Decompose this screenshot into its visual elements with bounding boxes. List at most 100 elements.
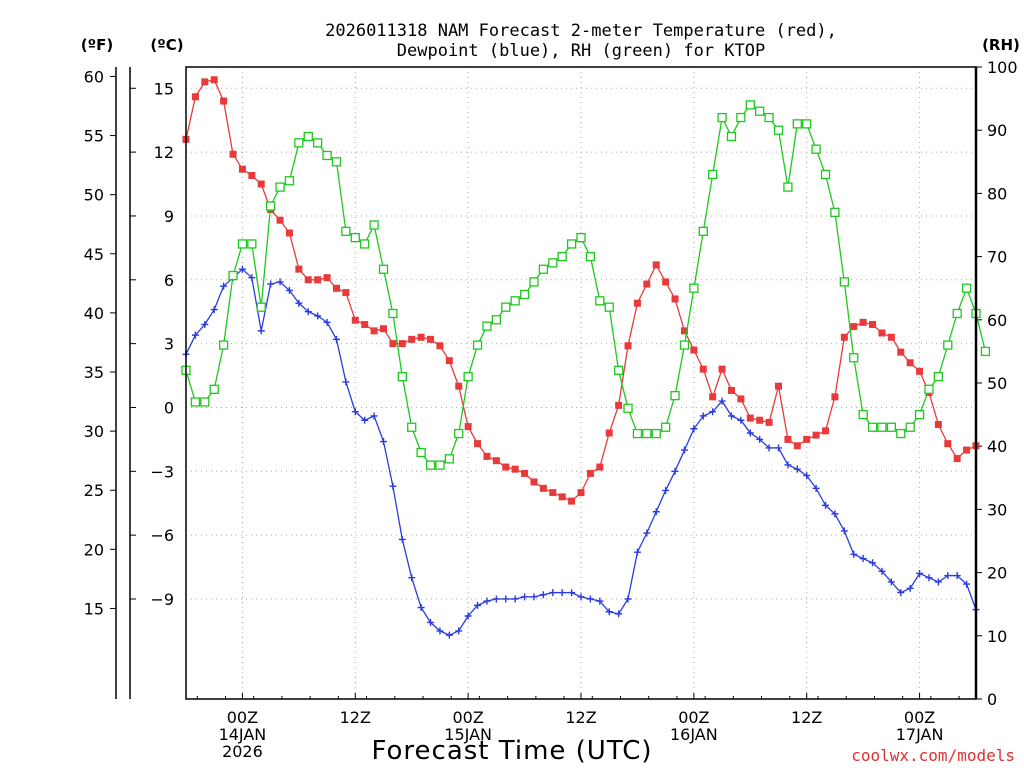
data-point [257, 180, 265, 188]
data-point [595, 296, 605, 306]
data-point [483, 597, 491, 605]
data-point [549, 489, 557, 497]
rh-tick-label: 40 [987, 437, 1007, 456]
data-point [510, 296, 520, 306]
celsius-tick-label: 12 [154, 143, 174, 162]
data-point [671, 467, 679, 475]
data-point [549, 589, 557, 597]
data-point [501, 302, 511, 312]
data-point [455, 627, 463, 635]
data-point [831, 393, 839, 401]
series-layer [181, 76, 991, 639]
data-point [331, 157, 342, 167]
data-point [660, 422, 671, 432]
data-point [267, 280, 275, 288]
series-filled-square-0 [182, 76, 980, 505]
data-point [886, 422, 897, 432]
x-tick-label: 2026 [222, 742, 263, 761]
data-point [586, 469, 594, 477]
rh-tick-label: 90 [987, 121, 1007, 140]
celsius-tick-label: −6 [150, 526, 174, 545]
data-point [276, 216, 284, 224]
data-point [869, 320, 877, 328]
data-point [615, 610, 623, 618]
celsius-tick-label: 0 [164, 398, 174, 417]
data-point [295, 265, 303, 273]
data-point [408, 335, 416, 343]
data-point [726, 131, 737, 142]
data-point [858, 409, 868, 420]
data-point [577, 489, 585, 497]
celsius-tick-label: −9 [150, 590, 174, 609]
x-tick-label: 14JAN [219, 725, 267, 744]
data-point [718, 365, 726, 373]
data-point [351, 408, 359, 416]
data-point [878, 329, 886, 337]
data-point [934, 578, 942, 586]
data-point [568, 497, 576, 505]
data-point [670, 390, 680, 401]
data-point [256, 302, 266, 312]
data-point [332, 335, 340, 343]
data-point [491, 315, 502, 325]
data-point [596, 463, 604, 471]
data-point [492, 457, 500, 465]
data-point [313, 138, 323, 148]
data-point [680, 446, 688, 454]
fahrenheit-tick-label: 30 [84, 422, 104, 441]
rh-tick-label: 10 [987, 627, 1007, 646]
data-point [803, 472, 811, 480]
data-point [652, 508, 660, 516]
data-point [963, 446, 971, 454]
data-point [934, 420, 942, 428]
data-point [897, 348, 905, 356]
data-point [699, 412, 707, 420]
data-point [323, 274, 331, 282]
data-point [502, 595, 510, 603]
data-point [220, 282, 228, 290]
data-point [361, 416, 369, 424]
data-point [201, 320, 209, 328]
data-point [914, 409, 925, 420]
data-point [304, 308, 312, 316]
data-point [361, 320, 369, 328]
data-point [745, 100, 755, 110]
data-point [360, 239, 370, 249]
data-point [679, 340, 690, 350]
data-point [538, 264, 549, 274]
rh-tick-label: 70 [987, 248, 1007, 267]
data-point [314, 276, 322, 284]
data-point [756, 416, 764, 424]
data-point [200, 397, 210, 407]
data-point [943, 340, 953, 350]
fahrenheit-tick-label: 20 [84, 540, 104, 559]
data-point [633, 548, 641, 556]
data-point [632, 428, 643, 439]
data-point [718, 397, 726, 405]
data-point [237, 239, 248, 249]
data-point [558, 589, 566, 597]
data-point [953, 455, 961, 463]
x-axis-label: Forecast Time (UTC) [371, 736, 652, 766]
data-point [623, 403, 633, 413]
data-point [773, 125, 784, 135]
data-point [425, 460, 436, 470]
data-point [483, 452, 491, 460]
data-point [530, 593, 538, 601]
data-point [905, 422, 915, 432]
data-point [191, 331, 199, 339]
data-point [341, 226, 351, 236]
data-point [651, 428, 661, 439]
data-point [323, 318, 331, 326]
data-point [530, 478, 538, 486]
data-point [275, 182, 285, 192]
data-point [811, 144, 821, 154]
fahrenheit-tick-label: 40 [84, 304, 104, 323]
data-point [737, 416, 745, 424]
data-point [557, 251, 567, 262]
rh-tick-label: 100 [987, 58, 1018, 77]
fahrenheit-tick-label: 60 [84, 67, 104, 86]
data-point [605, 429, 613, 437]
data-point [294, 138, 304, 148]
series-open-square-2 [181, 100, 991, 470]
